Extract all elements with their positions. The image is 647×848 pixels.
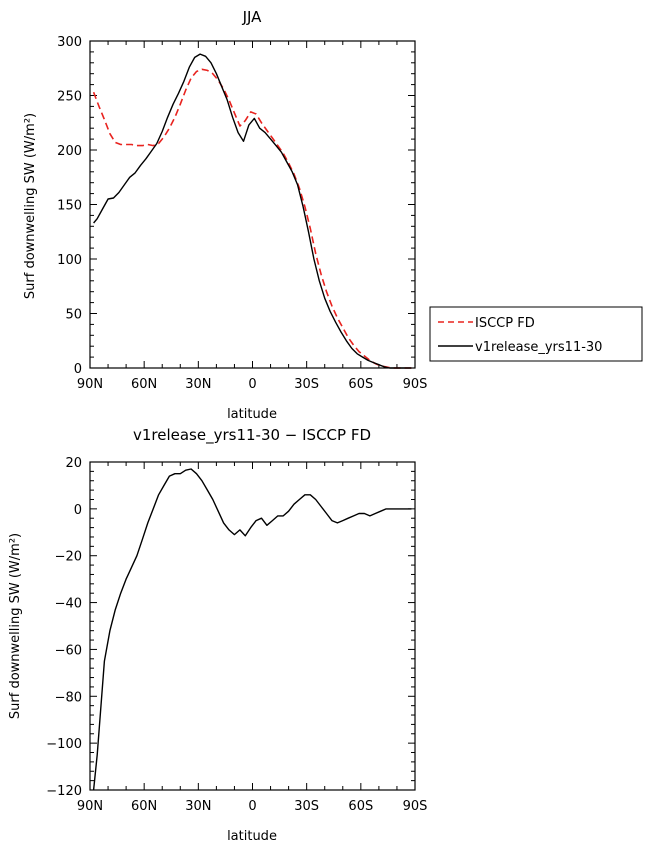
bottom-x-tick-label: 30S <box>294 799 319 814</box>
legend-box <box>429 306 643 362</box>
bottom-y-tick-label: −120 <box>46 784 82 799</box>
bottom-chart-title: v1release_yrs11-30 − ISCCP FD <box>133 426 371 445</box>
bottom-y-tick-label: −80 <box>55 690 82 705</box>
legend: ISCCP FD v1release_yrs11-30 <box>429 306 643 362</box>
top-axis-ticks: 90N 60N 30N 0 30S 60S 90S 0 50 100 150 200 250 300 <box>57 35 427 392</box>
bottom-x-tick-label: 90N <box>77 799 103 814</box>
bottom-y-axis-label: Surf downwelling SW (W/m²) <box>8 533 23 719</box>
bottom-x-tick-label: 60N <box>131 799 157 814</box>
bottom-y-tick-label: −40 <box>55 597 82 612</box>
top-x-tick-label: 30N <box>185 377 211 392</box>
bottom-x-axis-label: latitude <box>227 829 277 844</box>
bottom-panel: v1release_yrs11-30 − ISCCP FD 90N 60N 30N 0… <box>8 426 427 844</box>
bottom-y-tick-label: 0 <box>74 503 82 518</box>
top-x-tick-label: 30S <box>294 377 319 392</box>
bottom-x-tick-label: 30N <box>185 799 211 814</box>
bottom-plot-frame <box>89 461 416 791</box>
top-plot-frame <box>89 40 416 369</box>
top-x-tick-label: 0 <box>248 377 256 392</box>
top-y-tick-label: 100 <box>57 253 82 268</box>
bottom-x-tick-label: 90S <box>403 799 428 814</box>
bottom-series-line-1 <box>92 468 412 791</box>
top-y-tick-label: 0 <box>74 362 82 377</box>
top-series-line-2 <box>93 53 412 369</box>
top-chart-title: JJA <box>242 8 263 26</box>
bottom-y-tick-label: −100 <box>46 737 82 752</box>
bottom-x-tick-label: 60S <box>348 799 373 814</box>
legend-label-model: v1release_yrs11-30 <box>475 340 602 355</box>
bottom-y-tick-label: 20 <box>65 456 82 471</box>
top-x-tick-label: 90S <box>403 377 428 392</box>
top-y-tick-label: 250 <box>57 90 82 105</box>
top-y-tick-label: 300 <box>57 35 82 50</box>
top-y-tick-label: 50 <box>65 308 82 323</box>
top-y-axis-label: Surf downwelling SW (W/m²) <box>23 113 38 299</box>
bottom-axis-ticks: 90N 60N 30N 0 30S 60S 90S −120 −100 −80 −60 −40 −20 0… <box>46 456 427 814</box>
top-series-line-1 <box>92 68 412 369</box>
top-y-tick-label: 150 <box>57 199 82 214</box>
top-x-axis-label: latitude <box>227 407 277 422</box>
legend-label-isccp: ISCCP FD <box>475 316 535 331</box>
bottom-x-tick-label: 0 <box>248 799 256 814</box>
top-x-tick-label: 60N <box>131 377 157 392</box>
top-x-tick-label: 90N <box>77 377 103 392</box>
bottom-y-tick-label: −60 <box>55 643 82 658</box>
bottom-y-tick-label: −20 <box>55 550 82 565</box>
top-panel: JJA 90N 60N 30N 0 30S 60S 90S 0 50 100 150 200 250 30… <box>23 8 427 422</box>
top-y-tick-label: 200 <box>57 144 82 159</box>
top-x-tick-label: 60S <box>348 377 373 392</box>
